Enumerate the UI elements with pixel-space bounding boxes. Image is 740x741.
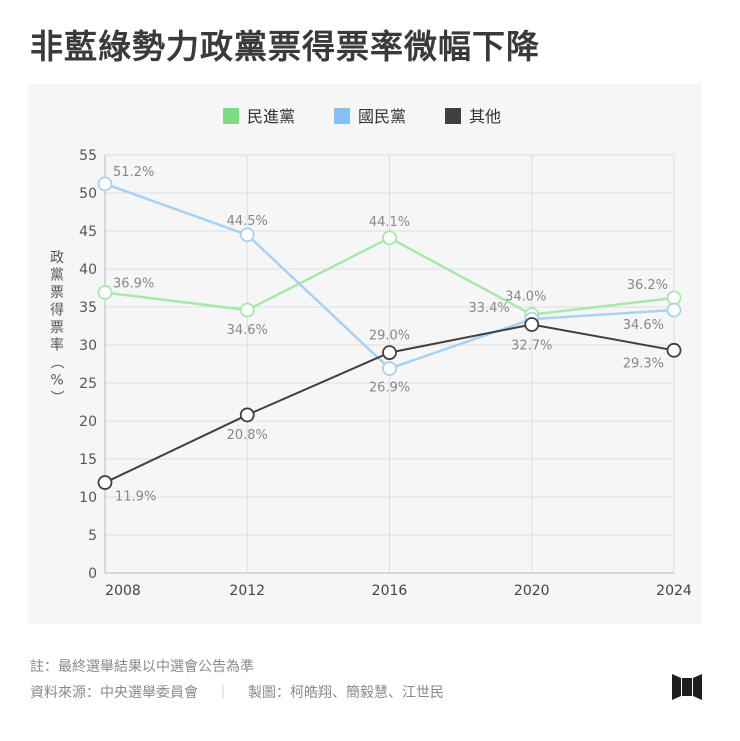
data-label: 20.8% — [227, 428, 268, 443]
y-axis-label-char: ） — [48, 390, 64, 404]
data-point — [97, 475, 113, 490]
data-label: 36.9% — [113, 277, 154, 292]
data-label: 29.0% — [369, 329, 410, 344]
chart-panel — [28, 84, 702, 624]
x-tick-label: 2024 — [656, 583, 692, 599]
note-text: 註：最終選舉結果以中選會公告為準 — [30, 659, 254, 675]
data-point — [382, 230, 397, 246]
separator: ｜ — [216, 685, 230, 701]
data-point — [239, 302, 255, 318]
data-point — [97, 176, 113, 192]
data-point — [666, 302, 682, 318]
data-label: 51.2% — [113, 165, 154, 180]
legend-swatch — [223, 108, 239, 124]
y-axis-label-char: % — [50, 373, 63, 389]
data-point — [239, 407, 255, 423]
data-point — [666, 290, 682, 306]
data-point — [382, 345, 397, 361]
y-tick-label: 55 — [79, 148, 97, 164]
y-tick-label: 5 — [88, 528, 97, 544]
data-point — [666, 342, 682, 358]
y-tick-label: 0 — [88, 566, 97, 582]
data-label: 26.9% — [369, 381, 410, 396]
legend-label: 民進黨 — [247, 107, 295, 126]
data-label: 34.0% — [505, 290, 546, 305]
data-label: 44.1% — [369, 215, 410, 230]
data-point — [382, 361, 397, 376]
y-tick-label: 45 — [79, 224, 97, 240]
chart-title: 非藍綠勢力政黨票得票率微幅下降 — [30, 27, 540, 66]
data-point — [239, 227, 255, 243]
credit-text: 製圖：柯皓翔、簡毅慧、江世民 — [248, 685, 444, 701]
legend-swatch — [334, 108, 350, 124]
y-tick-label: 40 — [79, 262, 97, 278]
y-axis-label-char: 得 — [50, 302, 64, 319]
y-tick-label: 35 — [79, 300, 97, 316]
data-label: 11.9% — [115, 490, 156, 505]
footnotes: 註：最終選舉結果以中選會公告為準 資料來源：中央選舉委員會 ｜ 製圖：柯皓翔、簡毅慧… — [30, 654, 444, 706]
y-tick-label: 30 — [79, 338, 97, 354]
publisher-logo-icon — [672, 674, 702, 700]
data-label: 32.7% — [511, 338, 552, 353]
data-label: 36.2% — [627, 278, 668, 293]
data-label: 34.6% — [227, 323, 268, 338]
x-tick-label: 2012 — [229, 583, 265, 599]
y-axis-label-char: （ — [48, 355, 64, 369]
y-tick-label: 10 — [79, 490, 97, 506]
source-text: 資料來源：中央選舉委員會 — [30, 685, 198, 701]
y-tick-label: 15 — [79, 452, 97, 468]
data-label: 33.4% — [468, 301, 509, 316]
x-tick-label: 2020 — [514, 583, 550, 599]
y-tick-label: 25 — [79, 376, 97, 392]
data-point — [97, 285, 113, 300]
data-point — [524, 317, 540, 332]
data-label: 29.3% — [623, 356, 664, 371]
source-line: 資料來源：中央選舉委員會 ｜ 製圖：柯皓翔、簡毅慧、江世民 — [30, 680, 444, 706]
y-tick-label: 50 — [79, 186, 97, 202]
line-chart: 0 5 10 15 20 25 30 35 40 45 50 55 2008 2012 2016 2020 20… — [48, 107, 692, 599]
y-axis-label-char: 政 — [50, 250, 64, 266]
x-tick-label: 2008 — [105, 583, 141, 599]
legend-label: 國民黨 — [358, 107, 406, 126]
y-tick-label: 20 — [79, 414, 97, 430]
y-axis-label-char: 票 — [50, 285, 64, 301]
data-label: 44.5% — [227, 214, 268, 229]
y-axis-label-char: 率 — [50, 337, 64, 354]
y-axis-label-char: 票 — [50, 320, 64, 336]
data-label: 34.6% — [623, 318, 664, 333]
legend-label: 其他 — [469, 107, 501, 126]
legend-swatch — [445, 108, 461, 124]
y-axis-label-char: 黨 — [50, 268, 64, 284]
x-tick-label: 2016 — [372, 583, 408, 599]
